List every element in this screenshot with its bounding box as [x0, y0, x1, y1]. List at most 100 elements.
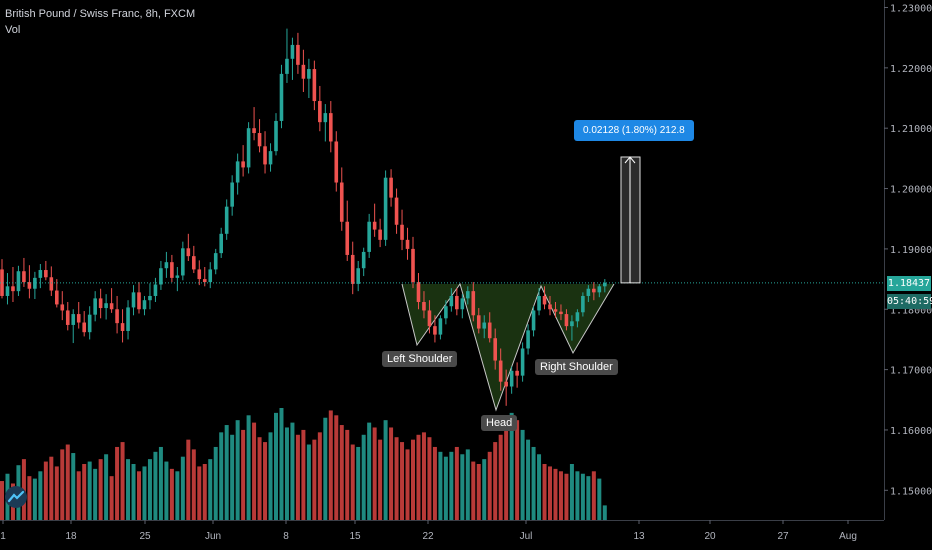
- candle-body: [603, 282, 607, 287]
- candle-body: [449, 295, 454, 307]
- candle-body: [329, 113, 333, 142]
- volume-bar: [186, 439, 191, 520]
- head-label[interactable]: Head: [481, 415, 518, 431]
- candle-body: [274, 120, 278, 152]
- candle-body: [471, 291, 476, 316]
- candle-body: [498, 360, 503, 382]
- volume-bar: [520, 429, 525, 520]
- candle-body: [148, 295, 152, 301]
- volume-bar: [597, 478, 602, 520]
- candle-body: [345, 221, 350, 255]
- candle-body: [120, 323, 125, 331]
- price-tick-label: 1.20000: [890, 185, 932, 196]
- candle-body: [142, 300, 147, 310]
- volume-bar: [49, 456, 54, 520]
- volume-bar: [339, 425, 344, 520]
- candle-body: [318, 101, 322, 123]
- price-tick-label: 1.22000: [890, 64, 932, 75]
- time-tick-label: Jun: [205, 531, 221, 542]
- volume-bar: [383, 420, 388, 520]
- volume-bar: [137, 471, 141, 520]
- volume-bar: [120, 442, 125, 520]
- candle-body: [87, 314, 92, 333]
- volume-bar: [71, 453, 76, 520]
- volume-bar: [202, 464, 207, 520]
- candle-body: [279, 73, 284, 121]
- candle-body: [542, 295, 547, 305]
- candle-body: [586, 288, 591, 296]
- volume-bar: [438, 451, 443, 520]
- candle-body: [416, 282, 421, 303]
- time-tick-label: 20: [704, 531, 716, 542]
- volume-bar: [416, 434, 421, 520]
- candle-body: [383, 177, 388, 240]
- volume-bar: [537, 454, 542, 520]
- volume-bar: [43, 461, 48, 520]
- candle-body: [252, 128, 256, 134]
- candle-body: [44, 270, 48, 278]
- candle-body: [202, 279, 207, 283]
- candle-body: [559, 311, 563, 315]
- volume-bar: [301, 429, 306, 520]
- volume-bar: [153, 451, 158, 520]
- volume-bar: [235, 420, 240, 520]
- candle-body: [246, 128, 251, 168]
- right-shoulder-label[interactable]: Right Shoulder: [535, 359, 618, 375]
- volume-bar: [345, 429, 350, 520]
- candle-body: [98, 298, 103, 309]
- volume-bar: [241, 429, 246, 520]
- volume-bar: [569, 464, 574, 520]
- candle-body: [104, 303, 108, 309]
- volume-bar: [367, 422, 372, 520]
- volume-bar: [356, 446, 361, 520]
- volume-bar: [109, 476, 114, 520]
- measure-label[interactable]: 0.02128 (1.80%) 212.8: [574, 120, 694, 141]
- volume-bar: [443, 456, 448, 520]
- candle-body: [60, 304, 65, 311]
- candle-body: [515, 370, 519, 376]
- volume-bar: [542, 464, 547, 520]
- volume-bar: [219, 432, 224, 520]
- time-tick-label: 15: [349, 531, 361, 542]
- volume-bar: [191, 449, 196, 520]
- volume-bar: [558, 471, 563, 520]
- volume-bar: [158, 446, 163, 520]
- volume-bar: [427, 437, 432, 520]
- volume-bar: [164, 461, 169, 520]
- candle-body: [76, 314, 81, 323]
- candle-body: [356, 268, 360, 284]
- candle-body: [38, 270, 43, 278]
- tradingview-logo-icon[interactable]: [5, 486, 27, 508]
- candle-body: [224, 206, 229, 234]
- volume-bar: [575, 471, 580, 520]
- left-shoulder-label[interactable]: Left Shoulder: [382, 351, 458, 367]
- price-tick-label: 1.15000: [890, 486, 932, 497]
- volume-bar: [602, 505, 607, 520]
- time-tick-label: Aug: [839, 531, 857, 542]
- candle-body: [115, 309, 119, 324]
- volume-bar: [252, 422, 257, 520]
- candle-body: [394, 197, 399, 225]
- pattern-outline: [401, 282, 615, 412]
- candle-body: [531, 310, 536, 331]
- candle-body: [93, 298, 97, 315]
- volume-bar: [509, 412, 514, 520]
- candle-body: [55, 290, 59, 305]
- volume-bar: [246, 415, 251, 520]
- candle-body: [153, 284, 158, 296]
- candle-body: [263, 146, 267, 165]
- volume-bar: [591, 471, 596, 520]
- candle-body: [455, 295, 459, 310]
- volume-bar: [93, 468, 98, 520]
- candle-body: [241, 161, 245, 168]
- volume-bar: [312, 439, 317, 520]
- candle-body: [564, 314, 569, 327]
- time-tick-label: 27: [777, 531, 789, 542]
- volume-bar: [279, 408, 284, 520]
- time-tick-label: 13: [633, 531, 645, 542]
- price-tick-label: 1.19000: [890, 245, 932, 256]
- symbol-title: British Pound / Swiss Franc, 8h, FXCM: [5, 8, 196, 20]
- last-price-tag: 1.18437: [887, 276, 931, 291]
- volume-bar: [175, 471, 180, 520]
